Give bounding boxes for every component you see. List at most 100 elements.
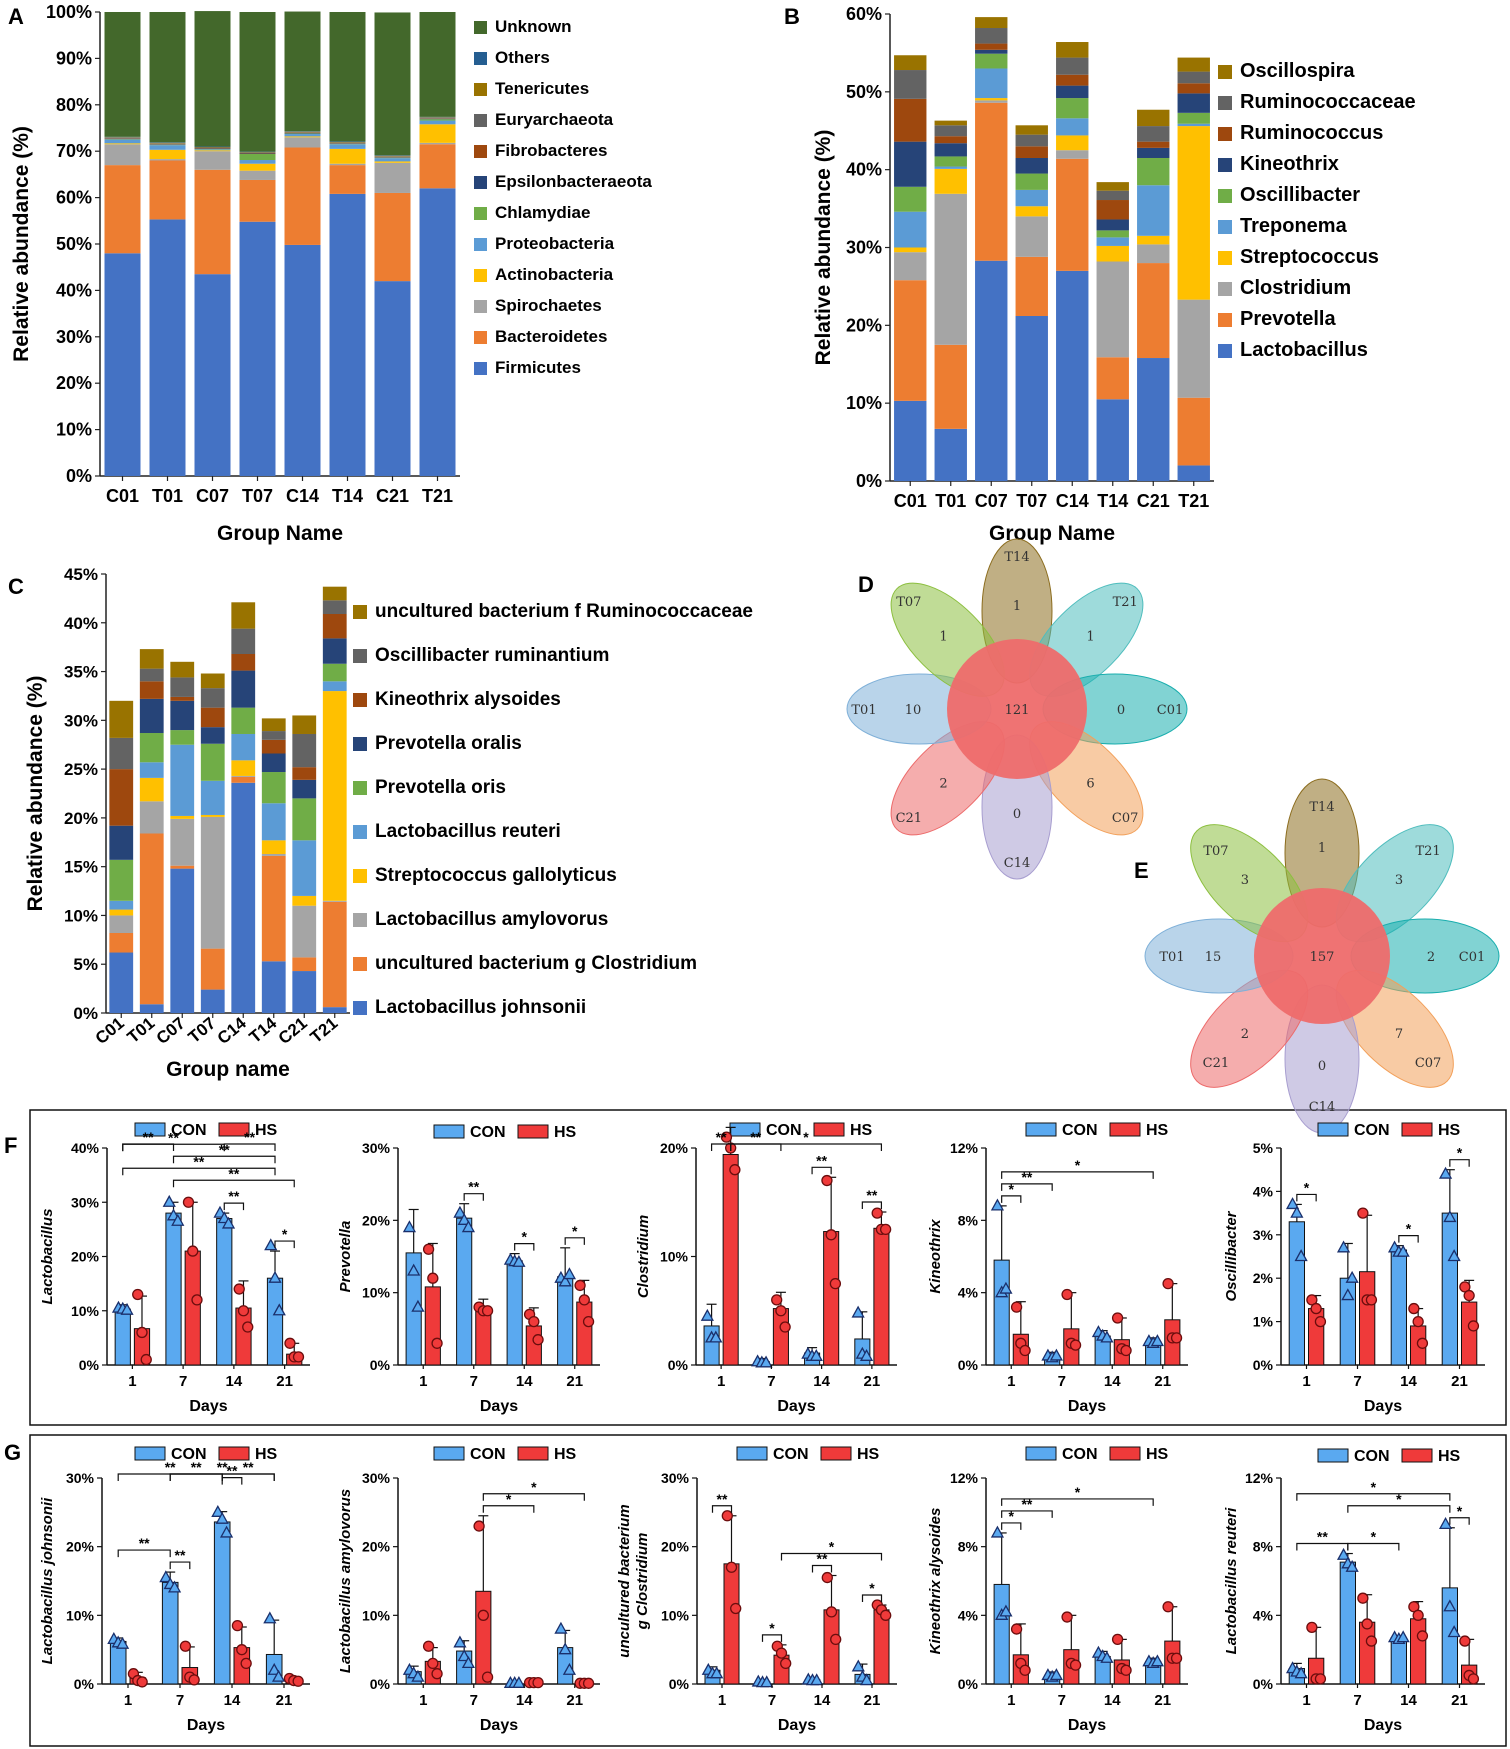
point-hs-day-14 <box>1111 1312 1124 1324</box>
y-axis-title-line: uncultured bacterium <box>616 1504 633 1657</box>
x-tick-label: 7 <box>470 1373 478 1390</box>
point-hs-day-14 <box>830 1633 842 1646</box>
legend-label-lactobacillus: Lactobacillus <box>1240 339 1368 361</box>
legend-label-hs: HS <box>554 1124 577 1141</box>
bar-treponema-c01 <box>894 211 927 248</box>
significance-mark: ** <box>219 1141 230 1157</box>
legend-label-clostridium: Clostridium <box>1240 277 1351 299</box>
significance-mark: * <box>1075 1484 1081 1500</box>
y-tick-label: 40% <box>846 160 882 180</box>
bar-lactobacillus-t14 <box>1096 399 1129 481</box>
point-hs-day-1 <box>431 1337 443 1349</box>
significance-bracket <box>1398 1235 1419 1243</box>
bar-unknown-c01 <box>104 12 141 137</box>
significance-mark: ** <box>816 1152 827 1168</box>
bar-proteobacteria-c01 <box>104 139 141 144</box>
bar-ruminococcaceae-t21 <box>1177 71 1210 84</box>
point-con-day-21 <box>1438 1166 1453 1179</box>
point-hs-day-21 <box>292 1675 304 1687</box>
legend-swatch-actinobacteria <box>474 269 487 282</box>
x-tick-label: C21 <box>275 1014 311 1049</box>
point-hs-day-21 <box>1467 1320 1480 1332</box>
point-hs-day-14 <box>1408 1302 1420 1315</box>
legend-swatch-streptococcus-gallolyticus <box>353 869 367 883</box>
significance-mark: ** <box>817 1551 828 1567</box>
bar-kineothrix-c07 <box>975 49 1008 54</box>
bar-clostridium-c21 <box>1137 244 1170 264</box>
point-hs-day-1 <box>422 1243 435 1255</box>
point-hs-day-21 <box>582 1677 595 1689</box>
bar-oscillibacter-t01 <box>934 156 967 167</box>
bar-lactobacillus-amylovorus-t01 <box>139 801 164 834</box>
bar-prevotella-t07 <box>1015 256 1048 316</box>
significance-bracket <box>169 1473 223 1481</box>
bar-firmicutes-c21 <box>374 281 411 476</box>
legend-label-oscillospira: Oscillospira <box>1240 60 1355 82</box>
bar-spirochaetes-c14 <box>284 137 321 148</box>
significance-mark: * <box>531 1479 537 1495</box>
y-tick-label: 0% <box>370 1357 391 1373</box>
bar-treponema-c21 <box>1137 185 1170 236</box>
significance-bracket <box>730 1143 782 1151</box>
y-tick-label: 50% <box>56 234 92 254</box>
x-tick-label: 1 <box>419 1692 427 1709</box>
legend-swatch-oscillibacter-ruminantium <box>353 649 367 663</box>
significance-mark: ** <box>244 1129 255 1145</box>
point-con-day-7 <box>171 1213 185 1226</box>
legend-label-hs: HS <box>850 1122 873 1139</box>
bar-ruminococcus-c21 <box>1137 141 1170 148</box>
legend-swatch-hs <box>1401 1122 1433 1137</box>
bar-hs-day-7 <box>475 1309 492 1366</box>
x-tick-label: C07 <box>975 491 1008 511</box>
point-con-day-7 <box>457 1212 471 1225</box>
bar-unknown-c21 <box>374 12 411 156</box>
x-axis-title: Days <box>189 1398 227 1415</box>
bar-kineothrix-c14 <box>1056 85 1089 99</box>
significance-mark: ** <box>1021 1169 1032 1185</box>
bar-firmicutes-t07 <box>239 221 276 476</box>
petal-count-t14: 1 <box>1318 841 1326 856</box>
bar-actinobacteria-c01 <box>104 143 141 145</box>
petal-label-t07: T07 <box>1203 844 1228 859</box>
bar-proteobacteria-t21 <box>419 120 456 125</box>
bar-lactobacillus-amylovorus-c07 <box>170 818 195 866</box>
significance-mark: * <box>829 1539 835 1555</box>
significance-bracket <box>1001 1195 1022 1203</box>
bar-streptococcus-gallolyticus-t21 <box>322 691 347 901</box>
point-hs-day-21 <box>879 1223 892 1236</box>
legend-label-kineothrix: Kineothrix <box>1240 153 1339 175</box>
point-hs-day-1 <box>729 1164 741 1176</box>
point-hs-day-7 <box>1361 1618 1373 1630</box>
bar-prevotella-c14 <box>1056 158 1089 271</box>
y-tick-label: 4% <box>1253 1607 1274 1623</box>
bar-prevotella-oris-c21 <box>292 798 317 841</box>
bar-streptococcus-gallolyticus-t07 <box>200 814 225 817</box>
petal-count-t21: 1 <box>1086 629 1094 644</box>
bar-con-day-21 <box>1441 1212 1458 1366</box>
significance-bracket <box>730 1143 883 1151</box>
legend-label-prevotella: Prevotella <box>1240 308 1336 330</box>
x-tick-label: T14 <box>1097 491 1128 511</box>
bar-hs-day-7 <box>772 1308 789 1366</box>
bar-uncultured-bacterium-g-clostridium-t21 <box>322 901 347 1008</box>
bar-hs-day-21 <box>576 1301 593 1366</box>
point-hs-day-1 <box>136 1676 148 1688</box>
point-hs-day-14 <box>1120 1344 1132 1357</box>
x-tick-label: 1 <box>1007 1373 1015 1390</box>
legend-label-hs: HS <box>857 1446 880 1463</box>
point-con-day-7 <box>457 1649 471 1662</box>
bar-streptococcus-t14 <box>1096 245 1129 262</box>
y-axis-title: Lactobacillus reuteri <box>1223 1507 1240 1655</box>
point-hs-day-1 <box>140 1353 152 1366</box>
x-tick-label: 14 <box>224 1692 241 1709</box>
petal-count-c21: 2 <box>939 777 947 792</box>
bar-oscillibacter-c07 <box>975 53 1008 69</box>
bar-spirochaetes-c07 <box>194 151 231 170</box>
point-hs-day-7 <box>477 1609 489 1621</box>
bar-kineothrix-t01 <box>934 143 967 157</box>
point-con-day-1 <box>1294 1666 1308 1679</box>
y-tick-label: 30% <box>846 238 882 258</box>
legend-swatch-con <box>134 1446 166 1461</box>
significance-mark: ** <box>193 1153 204 1169</box>
legend-label-hs: HS <box>255 1122 278 1139</box>
